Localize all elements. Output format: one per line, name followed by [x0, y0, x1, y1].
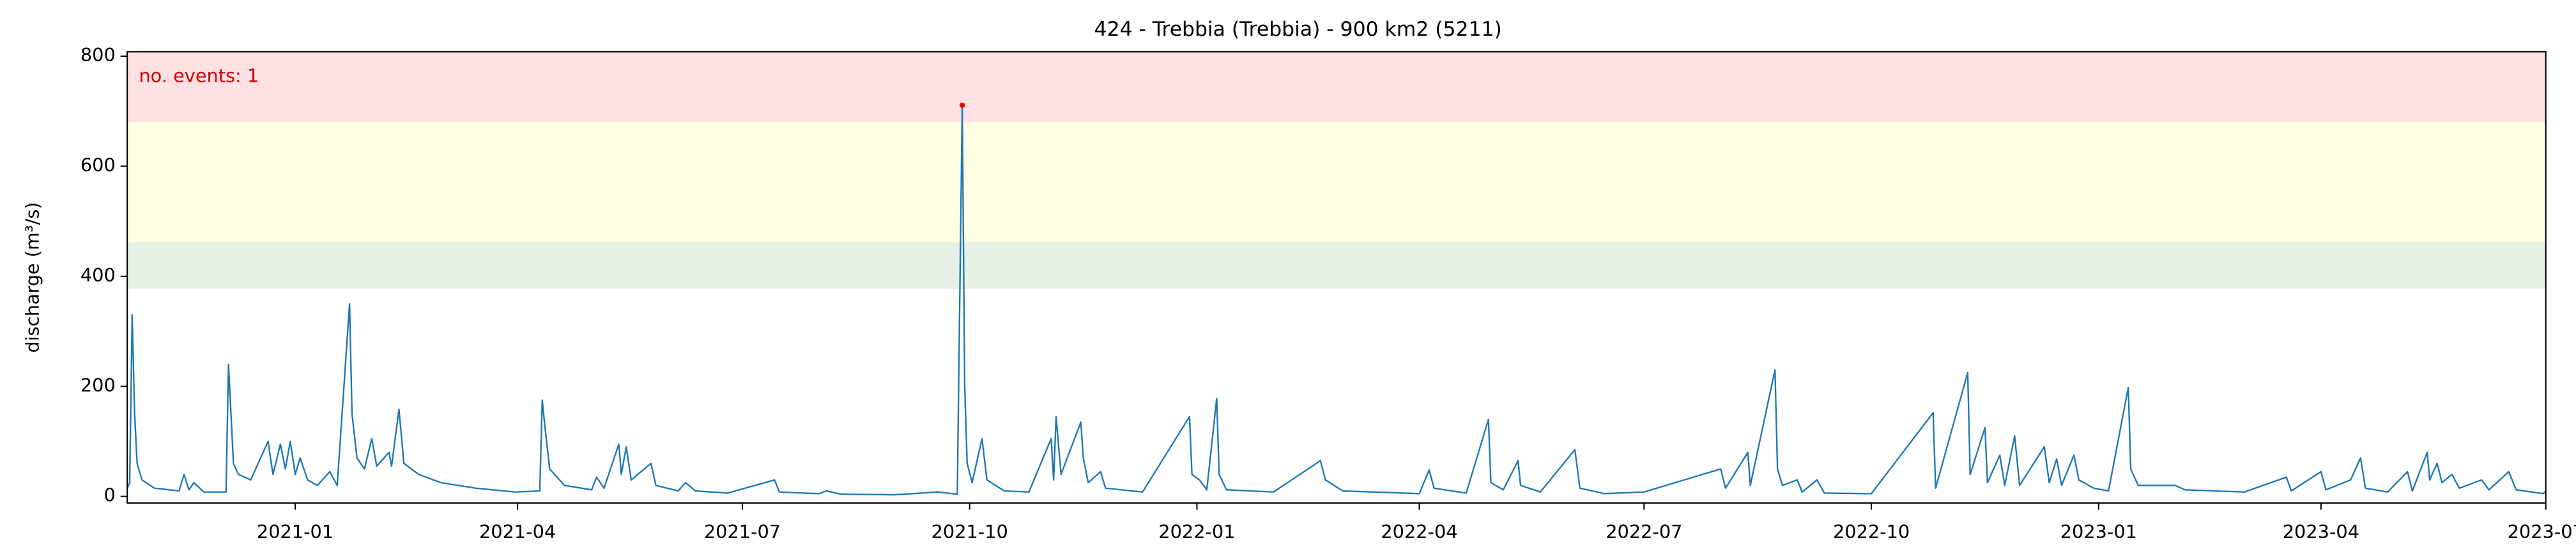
x-tick-label: 2021-10 — [931, 521, 1008, 543]
x-tick-label: 2023-07 — [2508, 521, 2576, 543]
y-tick-label: 600 — [80, 154, 116, 176]
threshold-band — [127, 122, 2546, 243]
x-tick-label: 2023-01 — [2060, 521, 2137, 543]
threshold-band — [127, 52, 2546, 123]
plot-frame — [126, 51, 2547, 504]
y-tick-label: 800 — [80, 44, 116, 66]
chart-title: 424 - Trebbia (Trebbia) - 900 km2 (5211) — [1094, 18, 1502, 41]
y-tick-label: 400 — [80, 264, 116, 286]
discharge-line — [126, 104, 2547, 496]
x-tick-label: 2021-04 — [479, 521, 556, 543]
x-tick-label: 2021-01 — [257, 521, 334, 543]
x-tick-label: 2022-10 — [1833, 521, 1910, 543]
threshold-band — [127, 242, 2546, 289]
y-tick-label: 0 — [103, 485, 115, 506]
y-tick-label: 200 — [80, 374, 116, 396]
annotation: no. events: 1 — [139, 64, 259, 86]
y-axis-label: discharge (m³/s) — [22, 202, 43, 353]
x-tick-label: 2021-07 — [704, 521, 781, 543]
x-tick-label: 2023-04 — [2283, 521, 2359, 543]
x-tick-label: 2022-07 — [1606, 521, 1682, 543]
event-marker — [959, 102, 965, 108]
x-tick-label: 2022-04 — [1381, 521, 1457, 543]
x-tick-label: 2022-01 — [1158, 521, 1235, 543]
